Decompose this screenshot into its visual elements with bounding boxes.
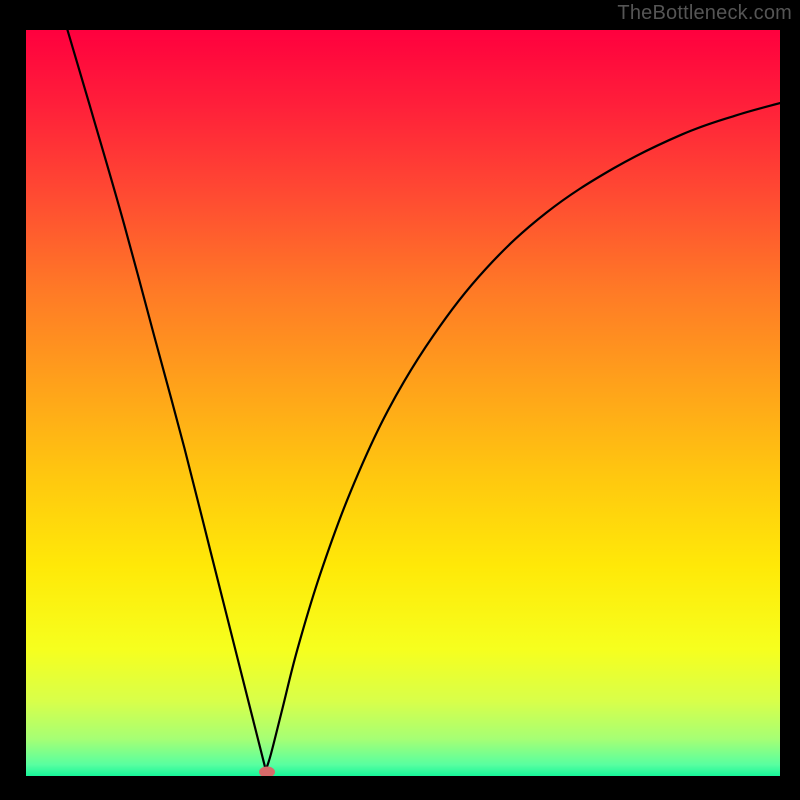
plot-area bbox=[26, 30, 780, 776]
chart-frame: TheBottleneck.com bbox=[0, 0, 800, 800]
minimum-marker bbox=[259, 766, 275, 776]
watermark-text: TheBottleneck.com bbox=[617, 2, 792, 25]
frame-border-left bbox=[0, 0, 26, 800]
frame-border-right bbox=[780, 0, 800, 800]
frame-border-bottom bbox=[0, 776, 800, 800]
bottleneck-curve bbox=[26, 30, 780, 776]
